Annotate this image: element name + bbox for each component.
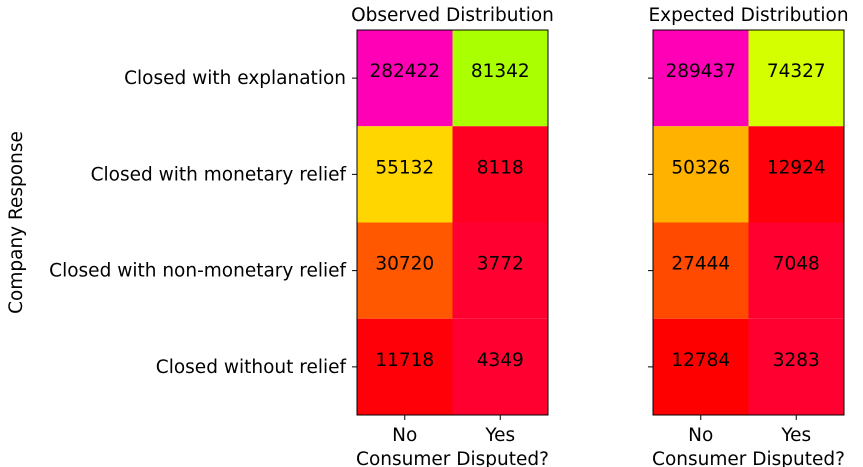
chart-title: Observed Distribution: [351, 5, 554, 26]
heatmap-cell: [452, 30, 548, 127]
heatmap-cell: [748, 126, 844, 223]
cell-value-label: 50326: [671, 157, 730, 178]
cell-value-label: 289437: [665, 61, 736, 82]
x-axis-label: Consumer Disputed?: [356, 449, 549, 467]
x-axis-label: Consumer Disputed?: [652, 449, 845, 467]
x-tick-label: Yes: [484, 425, 515, 446]
expected-heatmap: 289437 74327 50326 12924 27444 7048 12784 3283 E…: [648, 5, 849, 467]
cell-value-label: 282422: [369, 61, 440, 82]
cell-value-label: 11718: [375, 350, 434, 371]
x-tick-label: No: [688, 425, 713, 446]
cell-value-label: 27444: [671, 254, 730, 275]
plot-frame: [356, 29, 549, 416]
chart-title: Expected Distribution: [648, 5, 848, 26]
heatmap-cell: [653, 222, 749, 319]
y-tick-label: Closed with monetary relief: [91, 164, 347, 185]
heatmap-cell: [653, 318, 749, 415]
cell-value-label: 12924: [767, 157, 826, 178]
heatmap-cell: [357, 30, 453, 127]
plot-frame: [652, 29, 845, 416]
y-axis-label: Company Response: [6, 131, 27, 314]
x-tick-label: Yes: [780, 425, 811, 446]
heatmap-cell: [748, 318, 844, 415]
y-tick-label: Closed with explanation: [124, 68, 346, 89]
heatmap-cell: [653, 30, 749, 127]
heatmap-cell: [357, 126, 453, 223]
cell-value-label: 55132: [375, 157, 434, 178]
y-tick-label: Closed with non-monetary relief: [49, 261, 346, 282]
cell-value-label: 7048: [773, 254, 820, 275]
heatmap-cell: [357, 222, 453, 319]
cell-value-label: 12784: [671, 350, 730, 371]
heatmap-cell: [748, 30, 844, 127]
heatmap-cell: [748, 222, 844, 319]
heatmap-cell: [452, 318, 548, 415]
heatmap-cell: [653, 126, 749, 223]
cell-value-label: 3283: [773, 350, 820, 371]
x-tick-label: No: [392, 425, 417, 446]
cell-value-label: 30720: [375, 254, 434, 275]
heatmap-cell: [452, 126, 548, 223]
cell-value-label: 4349: [477, 350, 524, 371]
observed-heatmap: 282422 81342 55132 8118 30720 3772 11718 4349 Ob…: [6, 5, 554, 467]
y-tick-label: Closed without relief: [156, 357, 347, 378]
cell-value-label: 81342: [471, 61, 530, 82]
cell-value-label: 74327: [767, 61, 826, 82]
heatmap-cell: [357, 318, 453, 415]
cell-value-label: 8118: [477, 157, 524, 178]
heatmap-cell: [452, 222, 548, 319]
cell-value-label: 3772: [477, 254, 524, 275]
